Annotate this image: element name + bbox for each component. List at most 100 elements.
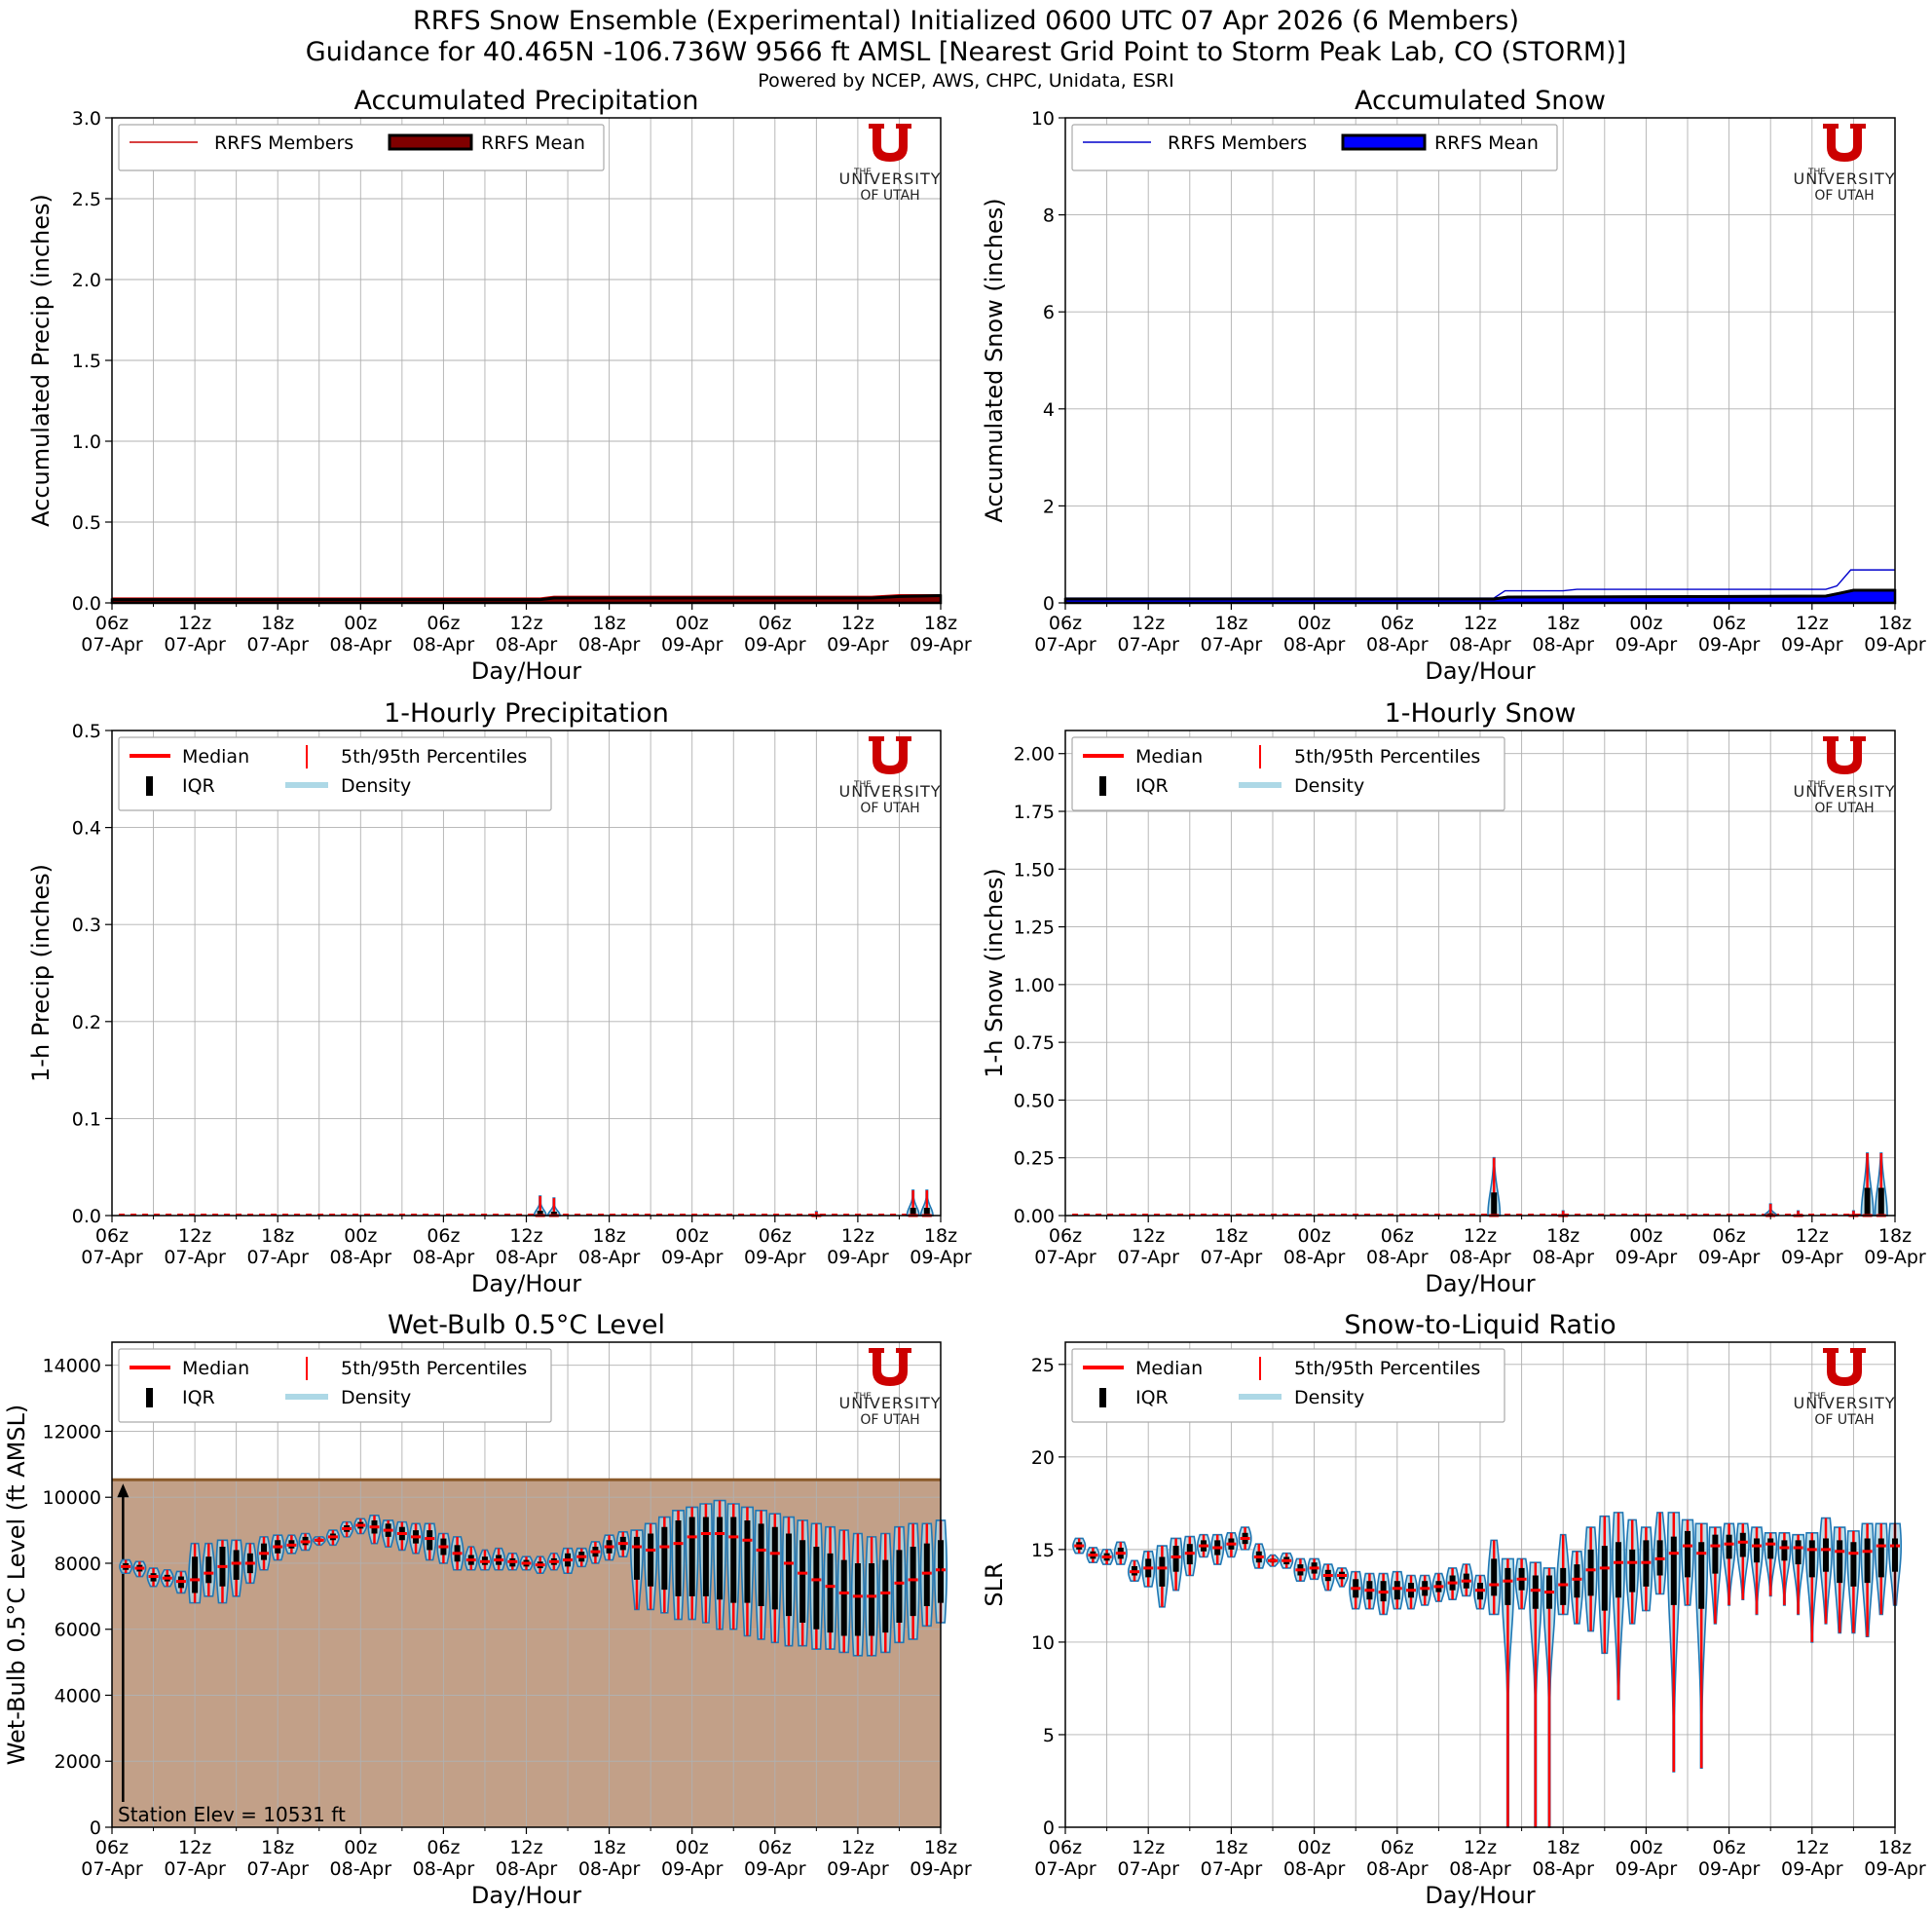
violin: [1376, 1572, 1391, 1616]
logo-line-3: OF UTAH: [860, 801, 919, 816]
x-tick-day-label: 08-Apr: [1532, 634, 1594, 656]
violin: [1196, 1533, 1211, 1558]
x-tick-day-label: 09-Apr: [1864, 634, 1926, 656]
legend-percentile-label: 5th/95th Percentiles: [1294, 1358, 1480, 1379]
violin: [1583, 1526, 1598, 1632]
x-tick-day-label: 09-Apr: [910, 1858, 972, 1880]
violin: [188, 1542, 203, 1604]
violin: [1349, 1570, 1363, 1610]
x-tick-day-label: 09-Apr: [1616, 1858, 1678, 1880]
x-tick-day-label: 07-Apr: [1117, 1858, 1179, 1880]
legend-median-label: Median: [182, 746, 249, 768]
y-tick-label: 0.75: [1014, 1032, 1055, 1054]
legend: RRFS Members RRFS Mean: [1071, 124, 1558, 171]
x-tick-day-label: 09-Apr: [1781, 634, 1843, 656]
x-tick-hour-label: 06z: [1713, 1837, 1746, 1858]
utah-u-mark: [1823, 124, 1866, 162]
legend-frame: [1071, 736, 1505, 811]
x-tick-hour-label: 18z: [1878, 1225, 1912, 1247]
x-tick-day-label: 08-Apr: [413, 1247, 475, 1268]
y-tick-label: 4: [1043, 399, 1055, 421]
y-tick-label: 0: [1043, 593, 1055, 615]
x-tick-hour-label: 00z: [1298, 1837, 1331, 1858]
violin: [1099, 1549, 1114, 1565]
x-tick-day-label: 08-Apr: [330, 634, 392, 656]
x-tick-day-label: 08-Apr: [496, 634, 558, 656]
x-tick-hour-label: 06z: [759, 613, 792, 634]
violin: [1487, 1539, 1502, 1616]
violin: [1501, 1557, 1515, 1828]
y-tick-label: 0.1: [72, 1108, 101, 1130]
x-tick-day-label: 07-Apr: [81, 634, 143, 656]
logo-line-1: THE: [853, 780, 872, 790]
legend-median-label: Median: [1135, 1358, 1203, 1379]
logo-line-3: OF UTAH: [860, 188, 919, 204]
x-tick-hour-label: 18z: [1214, 613, 1247, 634]
x-tick-day-label: 07-Apr: [1034, 1247, 1096, 1268]
x-tick-hour-label: 12z: [178, 1225, 211, 1247]
utah-u-mark: [1823, 736, 1866, 774]
violin: [1514, 1557, 1529, 1610]
violin: [906, 1522, 920, 1640]
violin: [1418, 1574, 1432, 1606]
violin: [575, 1547, 589, 1568]
y-tick-label: 0.50: [1014, 1090, 1055, 1111]
logo-line-3: OF UTAH: [1814, 1412, 1874, 1428]
violin: [1777, 1531, 1792, 1606]
legend-iqr-label: IQR: [1135, 775, 1169, 797]
x-tick-hour-label: 06z: [1049, 1837, 1082, 1858]
logo-line-2: UNIVERSITY: [839, 782, 942, 801]
violin: [546, 1197, 562, 1218]
violin: [215, 1539, 230, 1604]
violin: [1528, 1561, 1542, 1828]
x-tick-hour-label: 18z: [261, 1225, 294, 1247]
violin: [919, 1522, 934, 1628]
y-tick-label: 0.3: [72, 915, 101, 936]
violin: [533, 1555, 547, 1574]
legend-frame: [118, 1348, 552, 1423]
x-tick-hour-label: 18z: [261, 1837, 294, 1858]
x-tick-hour-label: 06z: [1381, 613, 1414, 634]
violin: [726, 1503, 741, 1630]
x-tick-hour-label: 18z: [1878, 1837, 1912, 1858]
x-tick-day-label: 08-Apr: [578, 1858, 641, 1880]
x-tick-day-label: 07-Apr: [81, 1247, 143, 1268]
x-tick-hour-label: 00z: [1298, 1225, 1331, 1247]
y-axis-label: Wet-Bulb 0.5°C Level (ft AMSL): [3, 1405, 30, 1766]
logo-line-1: THE: [1807, 780, 1826, 790]
violin: [146, 1567, 161, 1588]
x-tick-hour-label: 12z: [841, 1837, 874, 1858]
x-tick-hour-label: 18z: [924, 1225, 957, 1247]
x-tick-day-label: 07-Apr: [81, 1858, 143, 1880]
x-tick-hour-label: 12z: [841, 1225, 874, 1247]
legend-frame: [1071, 1348, 1505, 1423]
x-tick-hour-label: 12z: [509, 1837, 542, 1858]
y-tick-label: 0.00: [1014, 1206, 1055, 1227]
chart-hourly_precip: 0.00.10.20.30.40.506z07-Apr12z07-Apr18z0…: [27, 698, 972, 1297]
x-tick-hour-label: 12z: [1464, 1837, 1497, 1858]
violin: [1874, 1522, 1888, 1616]
legend: Median 5th/95th Percentiles IQR Density: [118, 736, 552, 811]
figure-title: RRFS Snow Ensemble (Experimental) Initia…: [412, 6, 1520, 36]
x-tick-day-label: 09-Apr: [661, 634, 724, 656]
violin: [533, 1195, 547, 1218]
y-tick-label: 1.75: [1014, 802, 1055, 823]
violin: [423, 1522, 437, 1561]
violin: [823, 1525, 837, 1650]
legend-density-label: Density: [341, 1387, 411, 1408]
y-tick-label: 4000: [55, 1685, 101, 1706]
violin: [892, 1525, 907, 1644]
violin: [450, 1536, 464, 1571]
x-tick-hour-label: 00z: [344, 1837, 377, 1858]
legend-iqr-label: IQR: [1135, 1387, 1169, 1408]
legend-iqr-swatch: [1099, 1388, 1106, 1407]
x-tick-day-label: 09-Apr: [1781, 1858, 1843, 1880]
x-tick-day-label: 07-Apr: [1034, 1858, 1096, 1880]
x-tick-day-label: 09-Apr: [910, 634, 972, 656]
y-tick-label: 0.5: [72, 512, 101, 534]
